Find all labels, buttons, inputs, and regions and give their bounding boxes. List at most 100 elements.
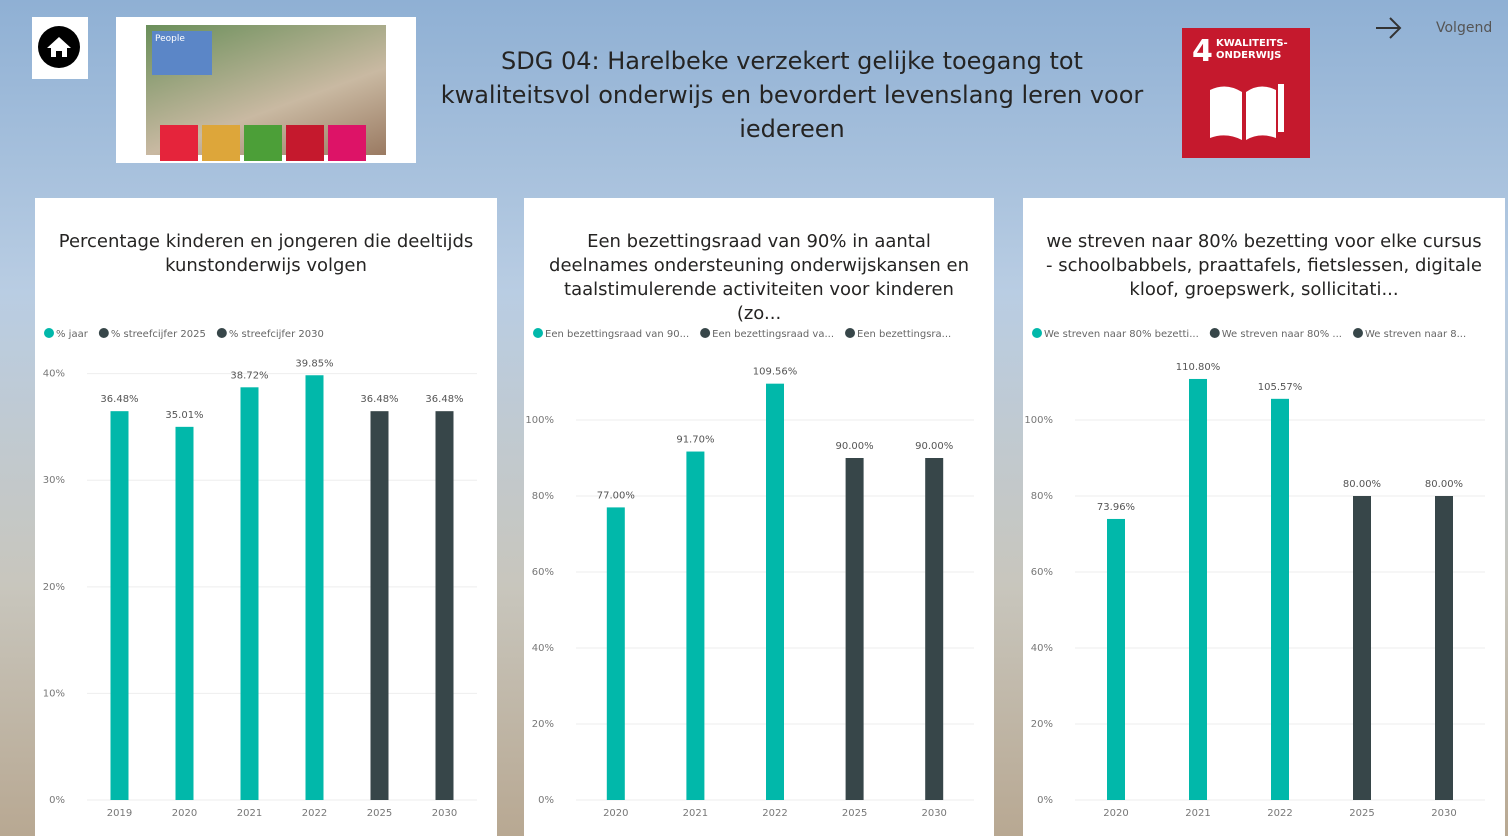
y-tick-label: 40% bbox=[532, 643, 554, 654]
x-tick-label: 2021 bbox=[237, 808, 262, 819]
x-tick-label: 2022 bbox=[762, 808, 787, 819]
data-label: 90.00% bbox=[915, 441, 953, 452]
data-label: 36.48% bbox=[425, 394, 463, 405]
x-tick-label: 2020 bbox=[1103, 808, 1128, 819]
y-tick-label: 20% bbox=[532, 719, 554, 730]
next-arrow bbox=[1376, 17, 1402, 39]
legend-label: We streven naar 80% ... bbox=[1222, 329, 1342, 340]
legend-label: % jaar bbox=[56, 329, 89, 340]
legend-marker bbox=[700, 328, 711, 338]
legend-item: Een bezettingsraad van 90... bbox=[533, 328, 689, 340]
x-tick-label: 2030 bbox=[1431, 808, 1456, 819]
bar bbox=[370, 411, 389, 800]
next-label: Volgend bbox=[1436, 20, 1493, 36]
next-button[interactable]: Volgend bbox=[1370, 10, 1500, 46]
x-tick-label: 2021 bbox=[1185, 808, 1210, 819]
book-icon bbox=[1210, 84, 1284, 140]
legend-item: % streefcijfer 2030 bbox=[216, 328, 324, 340]
legend-label: % streefcijfer 2030 bbox=[229, 329, 324, 340]
y-tick-label: 0% bbox=[49, 795, 65, 806]
x-tick-label: 2019 bbox=[107, 808, 132, 819]
legend-marker bbox=[533, 328, 543, 338]
x-tick-label: 2030 bbox=[921, 808, 946, 819]
chart-panel: we streven naar 80% bezetting voor elke … bbox=[1023, 198, 1505, 836]
data-label: 80.00% bbox=[1343, 479, 1381, 490]
data-label: 90.00% bbox=[836, 441, 874, 452]
data-label: 35.01% bbox=[165, 410, 203, 421]
bar bbox=[925, 458, 944, 800]
chart-title: we streven naar 80% bezetting voor elke … bbox=[1045, 231, 1483, 300]
chart: Een bezettingsraad van 90... Een bezettin… bbox=[525, 328, 974, 819]
y-tick-label: 60% bbox=[532, 567, 554, 578]
bar bbox=[1271, 398, 1289, 800]
y-tick-label: 80% bbox=[532, 491, 554, 502]
bar bbox=[1189, 378, 1207, 800]
data-label: 36.48% bbox=[100, 394, 138, 405]
y-tick-label: 30% bbox=[43, 475, 65, 486]
legend-item: We streven naar 8... bbox=[1352, 328, 1466, 340]
data-label: 38.72% bbox=[230, 370, 268, 381]
legend-marker bbox=[1209, 328, 1220, 338]
photo-image: People bbox=[146, 25, 386, 161]
x-tick-label: 2030 bbox=[432, 808, 457, 819]
x-tick-label: 2025 bbox=[842, 808, 867, 819]
sdg-tiles bbox=[160, 125, 366, 161]
data-label: 109.56% bbox=[753, 367, 798, 378]
bar bbox=[606, 507, 625, 800]
legend-marker bbox=[216, 328, 227, 338]
chart: We streven naar 80% bezetti... We streven… bbox=[1024, 328, 1485, 819]
x-tick-label: 2020 bbox=[603, 808, 628, 819]
bar bbox=[1353, 496, 1371, 800]
bar bbox=[766, 383, 784, 800]
x-tick-label: 2022 bbox=[1267, 808, 1292, 819]
sdg-label: KWALITEITS- ONDERWIJS bbox=[1216, 38, 1288, 62]
photo-sign: People bbox=[152, 31, 212, 75]
legend-label: We streven naar 80% bezetti... bbox=[1044, 329, 1199, 340]
home-button[interactable] bbox=[32, 17, 88, 79]
x-tick-label: 2020 bbox=[172, 808, 197, 819]
bar bbox=[435, 411, 454, 800]
y-tick-label: 80% bbox=[1031, 491, 1053, 502]
sdg-number: 4 bbox=[1192, 34, 1213, 69]
legend-marker bbox=[845, 328, 856, 338]
y-tick-label: 40% bbox=[1031, 643, 1053, 654]
chart-title: Percentage kinderen en jongeren die deel… bbox=[58, 231, 474, 276]
photo: People bbox=[116, 17, 416, 163]
legend-label: Een bezettingsraad van 90... bbox=[545, 329, 689, 340]
y-tick-label: 100% bbox=[525, 415, 554, 426]
y-tick-label: 100% bbox=[1024, 415, 1053, 426]
bar bbox=[1435, 496, 1453, 800]
chart-panel: Percentage kinderen en jongeren die deel… bbox=[35, 198, 497, 836]
y-tick-label: 60% bbox=[1031, 567, 1053, 578]
x-tick-label: 2025 bbox=[367, 808, 392, 819]
legend-item: Een bezettingsra... bbox=[845, 328, 951, 340]
y-tick-label: 0% bbox=[1037, 795, 1053, 806]
data-label: 39.85% bbox=[295, 358, 333, 369]
data-label: 110.80% bbox=[1176, 362, 1221, 373]
legend-label: % streefcijfer 2025 bbox=[111, 329, 206, 340]
legend-label: We streven naar 8... bbox=[1365, 329, 1466, 340]
x-tick-label: 2022 bbox=[302, 808, 327, 819]
legend-marker bbox=[44, 328, 54, 338]
y-tick-label: 10% bbox=[43, 688, 65, 699]
legend-label: Een bezettingsra... bbox=[857, 329, 951, 340]
sdg-label-line: ONDERWIJS bbox=[1216, 50, 1282, 61]
legend-label: Een bezettingsraad va... bbox=[712, 329, 834, 340]
data-label: 105.57% bbox=[1258, 382, 1303, 393]
bar bbox=[240, 387, 259, 800]
chart-panel: Een bezettingsraad van 90% in aantal dee… bbox=[524, 198, 994, 836]
legend-item: We streven naar 80% ... bbox=[1209, 328, 1342, 340]
bar bbox=[110, 411, 129, 800]
bar bbox=[175, 426, 194, 800]
bar bbox=[1107, 518, 1125, 800]
x-tick-label: 2021 bbox=[683, 808, 708, 819]
legend-item: We streven naar 80% bezetti... bbox=[1032, 328, 1199, 340]
y-tick-label: 20% bbox=[43, 582, 65, 593]
y-tick-label: 0% bbox=[538, 795, 554, 806]
x-tick-label: 2025 bbox=[1349, 808, 1374, 819]
data-label: 91.70% bbox=[676, 435, 714, 446]
data-label: 36.48% bbox=[360, 394, 398, 405]
home-icon bbox=[38, 26, 80, 68]
bar bbox=[686, 451, 705, 800]
